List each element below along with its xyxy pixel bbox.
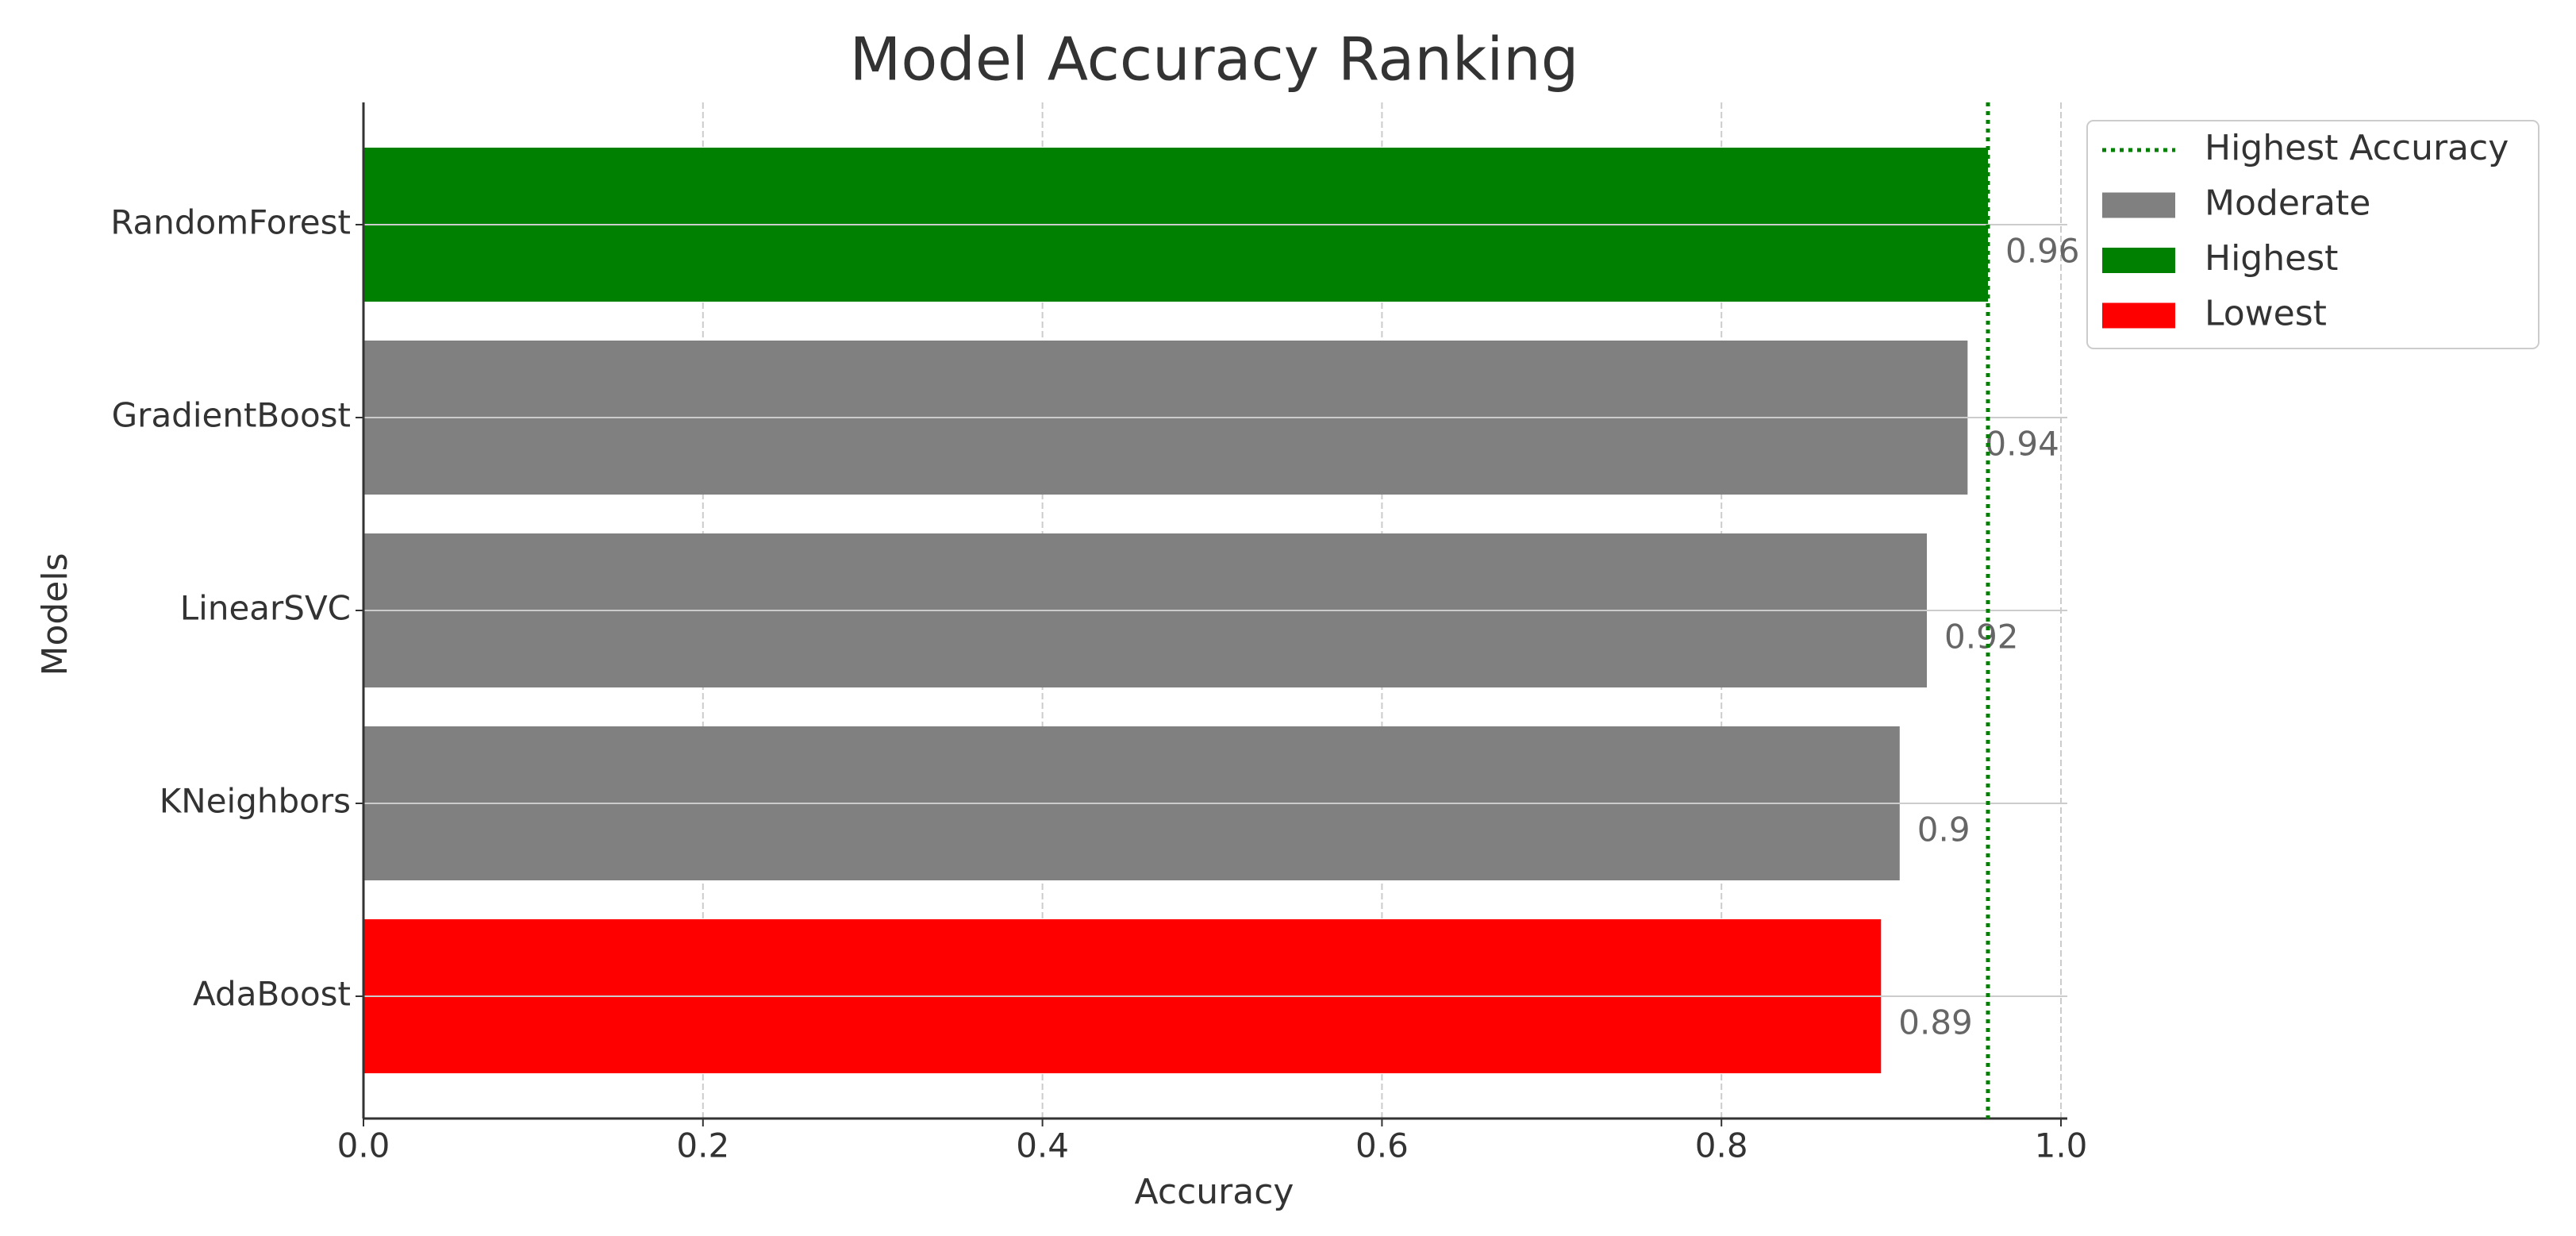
- x-tick-label: 0.0: [337, 1126, 390, 1165]
- x-axis-label: Accuracy: [1135, 1172, 1294, 1212]
- chart-title: Model Accuracy Ranking: [850, 25, 1579, 94]
- y-tick-label: RandomForest: [110, 203, 351, 242]
- legend-swatch: [2102, 302, 2175, 329]
- legend-label: Highest Accuracy: [2205, 128, 2509, 168]
- legend-swatch: [2102, 248, 2175, 273]
- value-label: 0.96: [2005, 232, 2080, 271]
- y-tick-label: GradientBoost: [112, 396, 351, 435]
- value-label: 0.94: [1985, 425, 2059, 464]
- legend-box: [2086, 120, 2539, 349]
- value-label: 0.89: [1898, 1003, 1973, 1042]
- legend-swatch: [2102, 192, 2175, 218]
- x-tick-label: 1.0: [2035, 1126, 2088, 1165]
- value-label: 0.92: [1944, 618, 2019, 657]
- x-tick-label: 0.4: [1016, 1126, 1069, 1165]
- value-label: 0.9: [1917, 811, 1970, 849]
- legend-label: Highest: [2205, 238, 2338, 279]
- y-tick-label: LinearSVC: [180, 589, 351, 628]
- y-tick-label: AdaBoost: [193, 975, 351, 1014]
- y-tick-label: KNeighbors: [160, 782, 351, 821]
- legend-label: Moderate: [2205, 183, 2370, 224]
- y-axis-label: Models: [35, 553, 75, 676]
- x-tick-label: 0.2: [676, 1126, 729, 1165]
- x-tick-label: 0.6: [1355, 1126, 1409, 1165]
- legend-label: Lowest: [2205, 294, 2327, 334]
- x-tick-label: 0.8: [1695, 1126, 1748, 1165]
